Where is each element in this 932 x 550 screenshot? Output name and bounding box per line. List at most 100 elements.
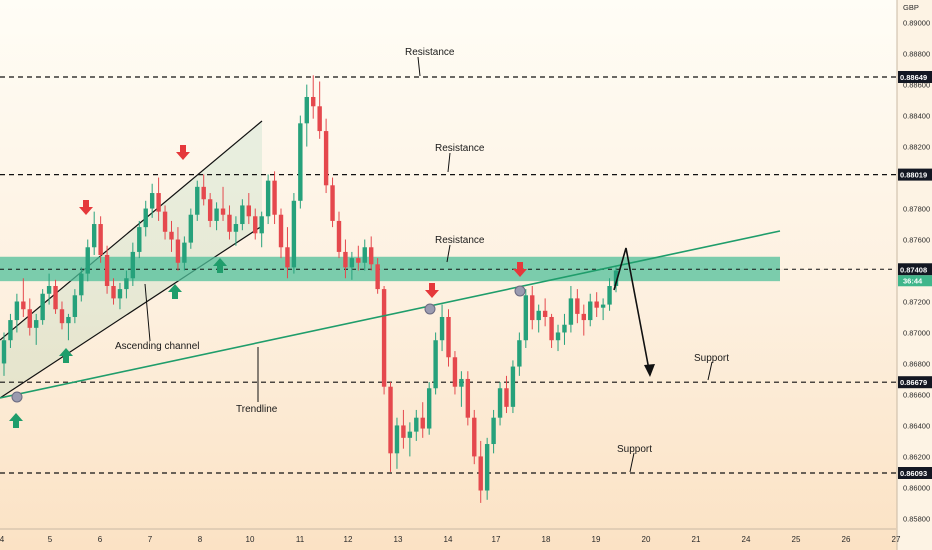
annotation-label-5: Ascending channel xyxy=(115,341,200,352)
buy-arrow-icon-3 xyxy=(213,258,227,273)
candle-body xyxy=(426,388,432,429)
candle-body xyxy=(59,309,65,324)
candle-body xyxy=(613,270,619,286)
level-badge-1 xyxy=(898,168,932,181)
y-tick-label-6: 0.87800 xyxy=(903,205,930,214)
candle-body xyxy=(375,264,380,290)
x-tick-label-14: 21 xyxy=(692,535,701,544)
candle-body xyxy=(207,199,213,221)
x-tick-label-2: 6 xyxy=(98,535,103,544)
candle-body xyxy=(85,247,90,274)
candle-body xyxy=(401,425,406,438)
candle-body xyxy=(414,417,419,432)
candle-body xyxy=(169,231,174,240)
x-tick-label-10: 17 xyxy=(492,535,501,544)
candle-body xyxy=(388,386,393,454)
candle-body xyxy=(259,216,264,234)
price-axis[interactable]: GBP 0.89000 0.88800 0.88600 0.88400 0.88200 0.… xyxy=(896,0,932,550)
candle-body xyxy=(549,316,554,341)
pointer-resistance-2 xyxy=(446,244,451,263)
x-tick-label-8: 13 xyxy=(394,535,403,544)
candles-layer xyxy=(1,75,619,503)
candle-body xyxy=(124,278,129,290)
y-tick-label-14: 0.86200 xyxy=(903,452,930,461)
y-tick-label-4: 0.88200 xyxy=(903,143,930,152)
candle-body xyxy=(588,301,593,321)
candle-body xyxy=(195,186,200,215)
annotation-label-6: Trendline xyxy=(236,404,278,415)
y-tick-label-13: 0.86400 xyxy=(903,421,930,430)
candle-body xyxy=(298,123,303,201)
y-tick-label-3: 0.88400 xyxy=(903,112,930,121)
level-badge-label-1: 0.88019 xyxy=(900,171,927,180)
candle-body xyxy=(356,258,361,263)
candle-body xyxy=(439,316,445,341)
y-tick-label-11: 0.86800 xyxy=(903,359,930,368)
touch-circle-0 xyxy=(11,391,23,403)
y-tick-label-15: 0.86000 xyxy=(903,483,930,492)
candle-body xyxy=(246,205,251,217)
candle-body xyxy=(472,417,477,457)
x-tick-label-17: 26 xyxy=(842,535,851,544)
candle-body xyxy=(21,301,26,310)
candle-body xyxy=(433,340,438,389)
candle-body xyxy=(182,242,187,263)
y-tick-label-10: 0.87000 xyxy=(903,328,930,337)
candle-body xyxy=(201,186,206,200)
y-tick-label-16: 0.85800 xyxy=(903,514,930,523)
x-tick-label-18: 27 xyxy=(892,535,901,544)
candle-body xyxy=(504,388,509,407)
candle-body xyxy=(369,247,374,265)
y-tick-label-1: 0.88800 xyxy=(903,50,930,59)
time-axis[interactable]: 45678101112131417181920212425262728 xyxy=(0,528,932,544)
candle-body xyxy=(1,340,7,364)
annotation-label-0: Resistance xyxy=(405,47,455,58)
candle-body xyxy=(362,247,367,263)
x-tick-label-11: 18 xyxy=(542,535,551,544)
x-tick-label-9: 14 xyxy=(444,535,453,544)
candle-body xyxy=(130,251,136,279)
candle-body xyxy=(53,286,58,310)
candle-body xyxy=(285,247,290,268)
level-badge-0 xyxy=(898,71,932,83)
pointer-channel xyxy=(144,283,151,342)
candle-body xyxy=(98,224,103,256)
signal-arrows xyxy=(9,145,527,428)
level-badge-label-3: 0.86093 xyxy=(900,469,927,478)
candle-body xyxy=(497,388,503,418)
candle-body xyxy=(407,431,413,438)
candle-body xyxy=(34,320,39,328)
candle-body xyxy=(240,205,245,225)
candle-body xyxy=(336,220,342,252)
candle-body xyxy=(265,180,271,217)
horizontal-levels xyxy=(0,76,896,474)
candle-body xyxy=(14,301,20,321)
candle-body xyxy=(381,289,387,387)
candle-body xyxy=(323,131,329,186)
buy-arrow-icon-1 xyxy=(59,348,73,363)
buy-arrow-icon-2 xyxy=(168,284,182,299)
sell-arrow-icon-3 xyxy=(513,262,527,277)
candle-body xyxy=(233,224,239,232)
countdown-label: 36:44 xyxy=(903,276,923,285)
x-tick-label-3: 7 xyxy=(148,535,153,544)
x-tick-label-5: 10 xyxy=(246,535,255,544)
candle-body xyxy=(317,106,322,132)
projection-path xyxy=(613,247,651,376)
projection-arrowhead xyxy=(644,364,655,377)
current-price-label: 0.87408 xyxy=(900,265,927,274)
candle-body xyxy=(278,214,284,248)
resistance-zone xyxy=(0,256,780,282)
candle-body xyxy=(478,456,483,491)
x-tick-label-4: 8 xyxy=(198,535,203,544)
y-tick-label-0: 0.89000 xyxy=(903,19,930,28)
candle-body xyxy=(420,417,425,429)
x-tick-label-1: 5 xyxy=(48,535,53,544)
x-tick-label-7: 12 xyxy=(344,535,353,544)
resistance-zone-band xyxy=(0,256,780,282)
candle-body xyxy=(517,340,522,367)
candle-body xyxy=(330,185,335,221)
candle-body xyxy=(291,200,297,268)
pointer-support-1 xyxy=(629,452,635,473)
